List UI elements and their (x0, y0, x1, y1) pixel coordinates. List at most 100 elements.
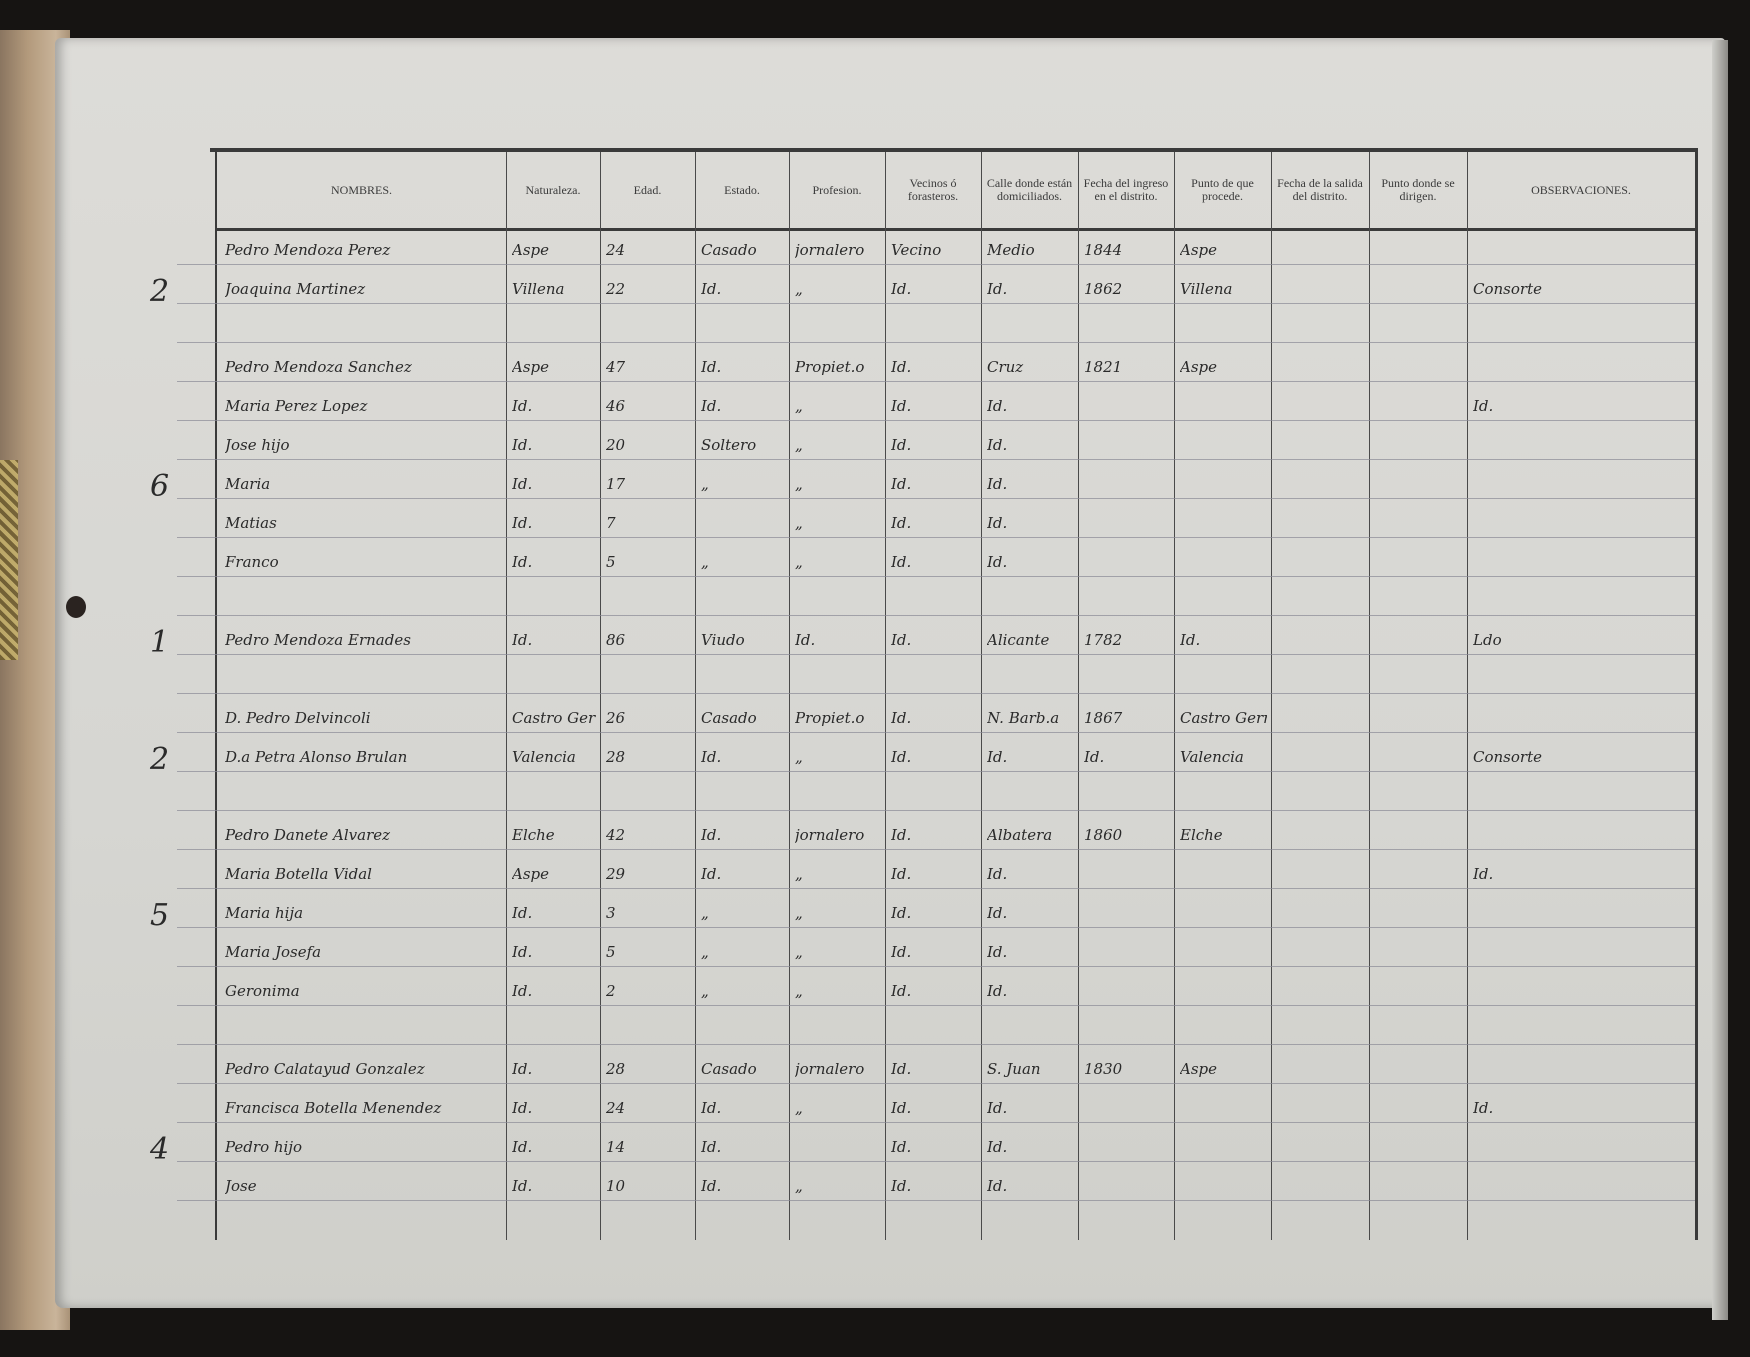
ruled-line (177, 1044, 1695, 1045)
ruled-line (177, 615, 1695, 616)
ruled-line (177, 1122, 1695, 1123)
cell-nombre: Joaquina Martinez (225, 280, 366, 298)
cell-observaciones: Id. (1473, 865, 1494, 883)
cell-vecinos: Id. (891, 1099, 912, 1117)
cell-nombre: Franco (225, 553, 279, 571)
family-count: 1 (150, 625, 170, 660)
ruled-line (177, 849, 1695, 850)
cell-profesion: jornalero (795, 1060, 865, 1078)
cell-observaciones: Consorte (1473, 748, 1542, 766)
cell-vecinos: Id. (891, 709, 912, 727)
column-divider (1271, 152, 1272, 1240)
cell-edad: 46 (606, 397, 626, 415)
ruled-line (177, 381, 1695, 382)
cell-vecinos: Id. (891, 280, 912, 298)
cell-nombre: D. Pedro Delvincoli (225, 709, 371, 727)
cell-fecha-ingreso: 1860 (1084, 826, 1123, 844)
cell-calle: Id. (987, 475, 1008, 493)
ruled-line (177, 888, 1695, 889)
ruled-line (177, 498, 1695, 499)
cell-nombre: Pedro Danete Alvarez (225, 826, 391, 844)
cell-edad: 29 (606, 865, 626, 883)
ruled-line (177, 264, 1695, 265)
header-punto-dirigen: Punto donde se dirigen. (1381, 176, 1455, 203)
cell-calle: Id. (987, 436, 1008, 454)
register-page (55, 38, 1725, 1308)
ruled-line (177, 810, 1695, 811)
header-estado: Estado. (724, 182, 760, 197)
cell-edad: 20 (606, 436, 626, 454)
cell-fecha-ingreso: 1830 (1084, 1060, 1123, 1078)
family-count: 5 (150, 898, 170, 933)
column-divider (600, 152, 601, 1240)
cell-profesion: „ (795, 475, 803, 493)
family-count: 6 (150, 469, 170, 504)
cell-nombre: Maria Perez Lopez (225, 397, 368, 415)
cell-naturaleza: Id. (512, 1138, 533, 1156)
cell-vecinos: Id. (891, 982, 912, 1000)
cell-naturaleza: Id. (512, 397, 533, 415)
cell-vecinos: Id. (891, 1060, 912, 1078)
cell-calle: Id. (987, 943, 1008, 961)
cell-edad: 24 (606, 241, 626, 259)
ruled-line (177, 771, 1695, 772)
cell-nombre: Maria Josefa (225, 943, 322, 961)
cell-profesion: „ (795, 748, 803, 766)
cell-calle: Id. (987, 865, 1008, 883)
cell-nombre: Geronima (225, 982, 300, 1000)
cell-fecha-ingreso: Id. (1084, 748, 1105, 766)
cell-edad: 2 (606, 982, 616, 1000)
cell-fecha-ingreso: 1867 (1084, 709, 1123, 727)
cell-vecinos: Vecino (891, 241, 942, 259)
census-table: NOMBRES. Naturaleza. Edad. Estado. Profesion… (177, 152, 1698, 1240)
header-naturaleza: Naturaleza. (525, 182, 581, 197)
cell-estado: Id. (701, 865, 722, 883)
cell-edad: 5 (606, 943, 616, 961)
ruled-line (177, 654, 1695, 655)
cell-estado: Viudo (701, 631, 745, 649)
column-divider (695, 152, 696, 1240)
cell-estado: Casado (701, 709, 757, 727)
ruled-line (177, 537, 1695, 538)
cell-calle: Id. (987, 1138, 1008, 1156)
cell-profesion: „ (795, 1177, 803, 1195)
cell-edad: 17 (606, 475, 626, 493)
cell-calle: Id. (987, 904, 1008, 922)
cell-vecinos: Id. (891, 553, 912, 571)
header-fecha-salida: Fecha de la salida del distrito. (1277, 176, 1363, 203)
cell-naturaleza: Villena (512, 280, 565, 298)
cell-naturaleza: Id. (512, 904, 533, 922)
cell-calle: Id. (987, 1099, 1008, 1117)
cell-naturaleza: Id. (512, 1177, 533, 1195)
cell-profesion: Id. (795, 631, 816, 649)
cell-edad: 7 (606, 514, 616, 532)
cell-estado: Id. (701, 1177, 722, 1195)
column-divider (1369, 152, 1370, 1240)
cell-punto-procede: Valencia (1180, 748, 1244, 766)
cell-nombre: Maria Botella Vidal (225, 865, 372, 883)
cell-profesion: jornalero (795, 241, 865, 259)
cell-edad: 24 (606, 1099, 626, 1117)
cell-vecinos: Id. (891, 865, 912, 883)
ruled-line (177, 732, 1695, 733)
cell-calle: Id. (987, 1177, 1008, 1195)
ruled-line (177, 1083, 1695, 1084)
cell-observaciones: Id. (1473, 1099, 1494, 1117)
cell-profesion: jornalero (795, 826, 865, 844)
cell-nombre: Pedro Mendoza Ernades (225, 631, 411, 649)
cell-naturaleza: Aspe (512, 241, 550, 259)
ruled-line (177, 1161, 1695, 1162)
cell-vecinos: Id. (891, 631, 912, 649)
cell-estado: Id. (701, 1099, 722, 1117)
cell-profesion: „ (795, 280, 803, 298)
column-divider (789, 152, 790, 1240)
cell-profesion: „ (795, 982, 803, 1000)
cell-estado: „ (701, 982, 709, 1000)
ruled-line (177, 966, 1695, 967)
cell-vecinos: Id. (891, 475, 912, 493)
ruled-line (177, 420, 1695, 421)
cell-estado: Id. (701, 358, 722, 376)
cell-observaciones: Ldo (1473, 631, 1502, 649)
header-profesion: Profesion. (812, 182, 862, 197)
cell-nombre: D.a Petra Alonso Brulan (225, 748, 408, 766)
